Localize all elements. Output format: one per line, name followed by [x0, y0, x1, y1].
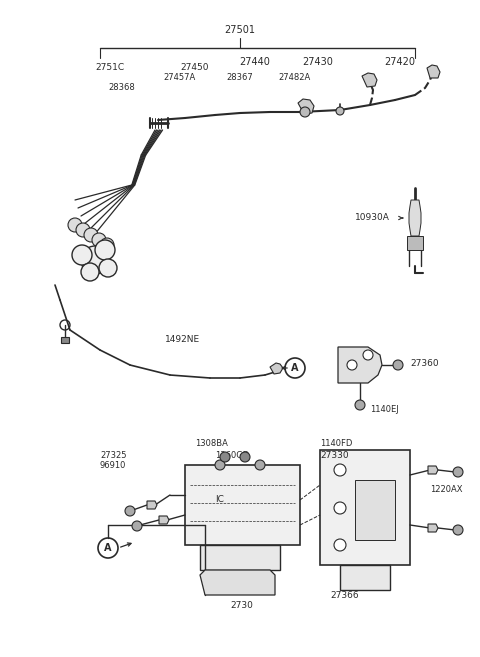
Circle shape	[347, 360, 357, 370]
Circle shape	[215, 460, 225, 470]
Circle shape	[334, 539, 346, 551]
Text: 1220AX: 1220AX	[430, 486, 463, 495]
Polygon shape	[362, 73, 377, 87]
Polygon shape	[338, 347, 382, 383]
Bar	[185, 465, 300, 545]
Polygon shape	[409, 200, 421, 236]
Text: 96910: 96910	[100, 461, 126, 470]
Text: 2730: 2730	[230, 600, 253, 610]
Polygon shape	[298, 99, 314, 114]
Text: 27360: 27360	[410, 359, 439, 367]
Circle shape	[355, 400, 365, 410]
Text: 27482A: 27482A	[279, 74, 311, 83]
Circle shape	[334, 464, 346, 476]
Text: 28367: 28367	[227, 74, 253, 83]
Polygon shape	[270, 363, 283, 374]
Text: 27430: 27430	[302, 57, 334, 67]
Circle shape	[300, 107, 310, 117]
Bar	[355, 480, 395, 540]
Bar	[61, 337, 69, 343]
Polygon shape	[428, 524, 438, 532]
Text: 27420: 27420	[384, 57, 416, 67]
Bar	[320, 450, 410, 565]
Circle shape	[393, 360, 403, 370]
Text: 1140EJ: 1140EJ	[370, 405, 399, 415]
Circle shape	[81, 263, 99, 281]
Text: 1360GD: 1360GD	[215, 451, 249, 459]
Text: 27501: 27501	[225, 25, 255, 35]
Polygon shape	[159, 516, 169, 524]
Circle shape	[363, 350, 373, 360]
Circle shape	[125, 506, 135, 516]
Circle shape	[453, 525, 463, 535]
Polygon shape	[147, 501, 157, 509]
Text: 27450: 27450	[181, 64, 209, 72]
Text: A: A	[291, 363, 299, 373]
Circle shape	[240, 452, 250, 462]
Circle shape	[132, 521, 142, 531]
Polygon shape	[200, 570, 275, 595]
Circle shape	[92, 233, 106, 247]
Circle shape	[220, 452, 230, 462]
Text: 27366: 27366	[331, 591, 360, 599]
Polygon shape	[428, 466, 438, 474]
Polygon shape	[427, 65, 440, 78]
Text: 1492NE: 1492NE	[165, 336, 200, 344]
Text: 28368: 28368	[108, 83, 135, 93]
Bar	[340, 565, 390, 590]
Circle shape	[84, 228, 98, 242]
Bar	[200, 545, 280, 570]
Text: 1140FD: 1140FD	[320, 438, 352, 447]
Text: 27440: 27440	[240, 57, 270, 67]
Polygon shape	[407, 236, 423, 250]
Circle shape	[255, 460, 265, 470]
Circle shape	[100, 238, 114, 252]
Circle shape	[95, 240, 115, 260]
Circle shape	[81, 246, 109, 274]
Text: A: A	[104, 543, 112, 553]
Text: 10930A: 10930A	[355, 214, 390, 223]
Circle shape	[76, 223, 90, 237]
Circle shape	[336, 107, 344, 115]
Circle shape	[68, 218, 82, 232]
Text: 1308BA: 1308BA	[195, 438, 228, 447]
Text: IC: IC	[215, 495, 224, 505]
Circle shape	[99, 259, 117, 277]
Text: 27457A: 27457A	[164, 74, 196, 83]
Circle shape	[72, 245, 92, 265]
Text: 2751C: 2751C	[95, 64, 124, 72]
Text: 27325: 27325	[100, 451, 127, 459]
Text: 27330: 27330	[320, 451, 348, 459]
Circle shape	[453, 467, 463, 477]
Circle shape	[334, 502, 346, 514]
